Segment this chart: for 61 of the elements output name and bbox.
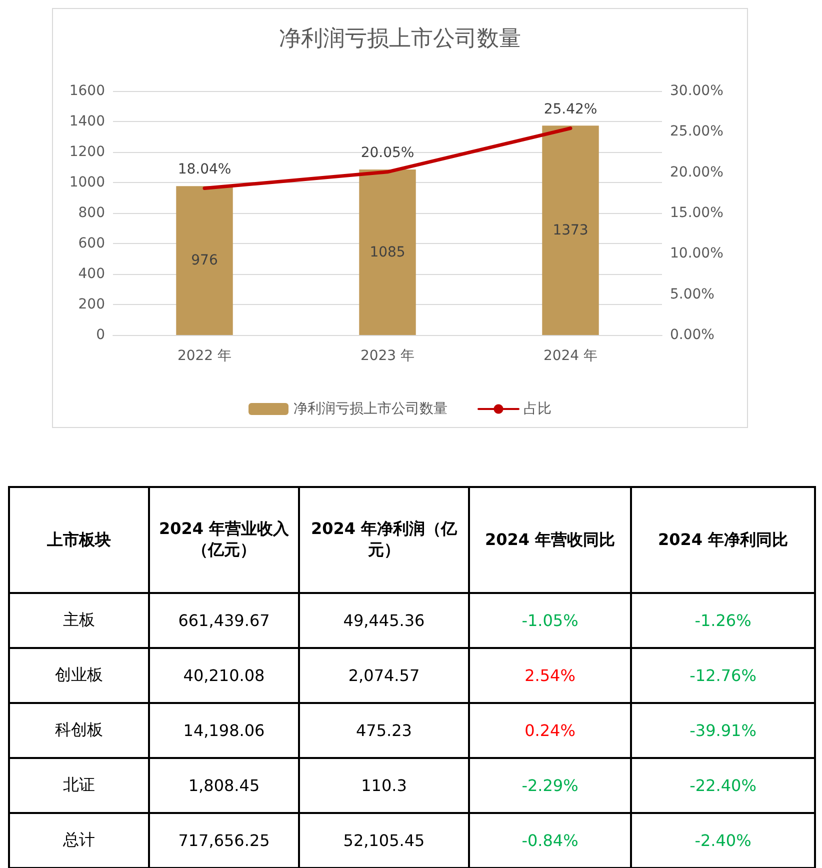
y2-tick-label: 15.00% bbox=[670, 205, 724, 221]
y2-tick-label: 20.00% bbox=[670, 164, 724, 180]
text: 14,198.06 bbox=[183, 721, 265, 740]
y2-tick-label: 10.00% bbox=[670, 246, 724, 262]
category-label: 主板 bbox=[63, 610, 95, 629]
category-label: 2024 年营收同比 bbox=[469, 487, 631, 593]
text: 40,210.08 bbox=[183, 666, 265, 685]
y-tick-label: 1000 bbox=[69, 174, 105, 190]
y-tick-label: 0 bbox=[96, 327, 105, 343]
y-tick-label: 800 bbox=[78, 205, 105, 221]
x-tick-label: 2023 年 bbox=[360, 348, 415, 364]
bar bbox=[542, 126, 599, 335]
text: -1.05% bbox=[522, 611, 578, 630]
legend-label: 占比 bbox=[524, 401, 552, 417]
chart-title: 净利润亏损上市公司数量 bbox=[279, 26, 521, 52]
data-label: 976 bbox=[191, 252, 218, 269]
text: -1.26% bbox=[694, 611, 752, 630]
text: 上市板块 bbox=[9, 487, 149, 593]
category-label: 创业板 bbox=[55, 665, 103, 684]
y2-tick-label: 0.00% bbox=[670, 327, 714, 343]
text: 110.3 bbox=[361, 776, 407, 795]
data-label: 20.05% bbox=[360, 144, 414, 161]
y-tick-label: 600 bbox=[78, 236, 105, 252]
text: 2,074.57 bbox=[348, 666, 420, 685]
data-label: 1085 bbox=[370, 244, 406, 260]
category-label: 2024 年净利润（亿元） bbox=[299, 487, 469, 593]
text: -39.91% bbox=[690, 721, 756, 740]
category-label: 北证 bbox=[63, 775, 95, 794]
legend-label: 净利润亏损上市公司数量 bbox=[294, 401, 448, 417]
category-label: 2024 年净利同比 bbox=[631, 487, 815, 593]
category-label: 2024 年营业收入（亿元） bbox=[149, 487, 299, 593]
bar bbox=[176, 186, 233, 335]
y-tick-label: 1200 bbox=[69, 144, 105, 160]
text: 0.24% bbox=[524, 721, 576, 740]
text: -22.40% bbox=[690, 776, 756, 795]
data-label: 1373 bbox=[552, 222, 588, 238]
text: 661,439.67 bbox=[178, 611, 270, 630]
text: -12.76% bbox=[690, 666, 756, 685]
y-tick-label: 1600 bbox=[69, 83, 105, 99]
x-tick-label: 2022 年 bbox=[177, 348, 232, 364]
y-tick-label: 400 bbox=[78, 266, 105, 282]
y2-tick-label: 5.00% bbox=[670, 286, 714, 302]
data-label: 18.04% bbox=[178, 161, 232, 178]
text: 717,656.25 bbox=[178, 831, 270, 850]
y-tick-label: 1400 bbox=[69, 114, 105, 130]
text: 49,445.36 bbox=[343, 611, 425, 630]
y-tick-label: 200 bbox=[78, 296, 105, 312]
category-label: 科创板 bbox=[55, 720, 103, 739]
bar bbox=[359, 170, 416, 335]
text: -2.29% bbox=[522, 776, 578, 795]
text: 1,808.45 bbox=[188, 776, 260, 795]
text: -2.40% bbox=[694, 831, 752, 850]
text: 2.54% bbox=[524, 666, 576, 685]
text: 52,105.45 bbox=[343, 831, 425, 850]
text: -0.84% bbox=[522, 831, 578, 850]
text: 475.23 bbox=[356, 721, 412, 740]
x-tick-label: 2024 年 bbox=[543, 348, 598, 364]
y2-tick-label: 25.00% bbox=[670, 124, 724, 140]
category-label: 总计 bbox=[63, 830, 95, 849]
data-label: 25.42% bbox=[544, 101, 598, 118]
y2-tick-label: 30.00% bbox=[670, 83, 724, 99]
